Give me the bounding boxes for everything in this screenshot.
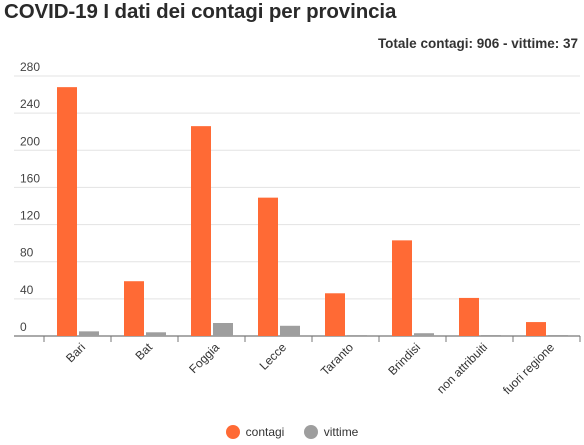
y-tick-label: 0 [20, 320, 27, 334]
y-tick-label: 240 [20, 97, 40, 111]
x-tick-label: Lecce [257, 340, 290, 373]
legend-label-contagi: contagi [245, 425, 285, 440]
bar-chart: 0 40 80 120 160 200 240 280 Bari Bat Foggia Lecce T… [14, 60, 581, 397]
legend-swatch-contagi [225, 425, 240, 440]
legend-swatch-vittime [303, 425, 318, 440]
bar-vittime-bari[interactable] [79, 331, 99, 336]
x-tick-label: Foggia [186, 340, 222, 376]
legend-label-vittime: vittime [323, 425, 359, 440]
bar-contagi-foggia[interactable] [191, 126, 211, 337]
bar-contagi-lecce[interactable] [258, 197, 278, 336]
bar-vittime-brindisi[interactable] [414, 333, 434, 336]
bar-contagi-brindisi[interactable] [392, 240, 412, 336]
x-tick-label: fuori regione [500, 340, 557, 397]
x-tick-label: Taranto [318, 340, 356, 378]
bar-vittime-taranto[interactable] [347, 335, 367, 336]
bar-contagi-taranto[interactable] [325, 293, 345, 336]
bar-contagi-bat[interactable] [124, 281, 144, 336]
bar-vittime-lecce[interactable] [280, 325, 300, 336]
bar-vittime-foggia[interactable] [213, 323, 233, 336]
x-tick-label: Bari [63, 340, 88, 365]
bar-vittime-bat[interactable] [146, 332, 166, 336]
x-axis-ticks: Bari Bat Foggia Lecce Taranto Brindisi non att… [43, 336, 581, 397]
x-tick-label: Bat [132, 340, 155, 363]
y-tick-label: 80 [20, 246, 34, 260]
bar-contagi-bari[interactable] [57, 87, 77, 337]
legend-item-contagi[interactable]: contagi [225, 424, 285, 440]
x-tick-label: non attribuiti [434, 340, 490, 396]
x-tick-label: Brindisi [385, 340, 423, 378]
y-tick-label: 160 [20, 171, 40, 185]
chart-subtitle: Totale contagi: 906 - vittime: 37 [377, 36, 578, 51]
gridlines [14, 75, 580, 337]
y-tick-label: 40 [20, 283, 34, 297]
bar-contagi-non-attribuiti[interactable] [459, 297, 479, 336]
legend: contagi vittime [0, 424, 584, 440]
y-tick-label: 120 [20, 209, 40, 223]
y-tick-label: 280 [20, 60, 40, 74]
bar-contagi-fuori-regione[interactable] [526, 322, 546, 336]
legend-item-vittime[interactable]: vittime [303, 424, 359, 440]
chart-title: COVID-19 I dati dei contagi per provinci… [4, 0, 397, 23]
y-axis-ticks: 0 40 80 120 160 200 240 280 [20, 60, 40, 334]
bar-vittime-fuori-regione[interactable] [548, 335, 568, 336]
bars [57, 87, 568, 337]
y-tick-label: 200 [20, 134, 40, 148]
bar-vittime-non-attribuiti[interactable] [481, 335, 501, 336]
